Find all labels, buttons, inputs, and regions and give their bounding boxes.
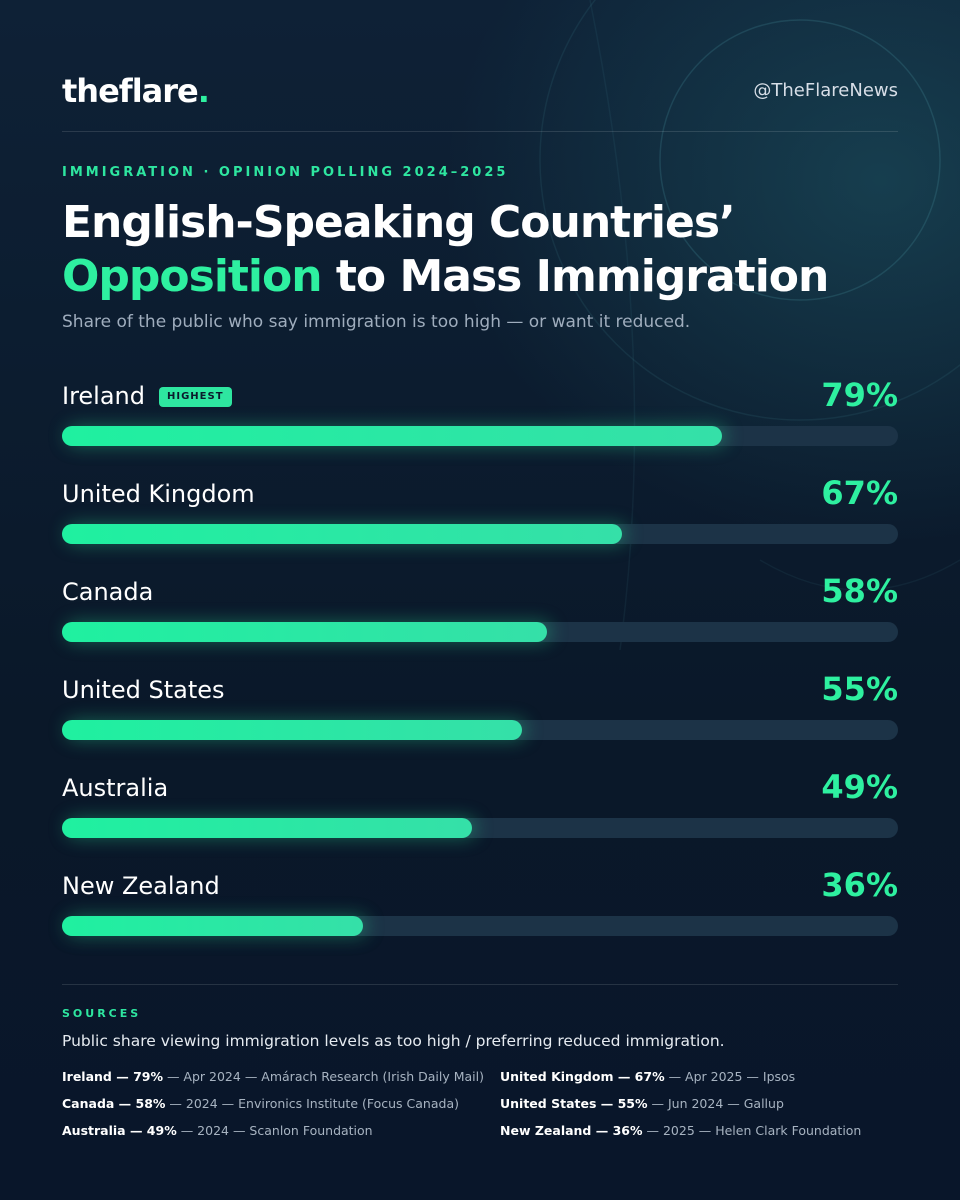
chart-subtitle: Share of the public who say immigration … bbox=[62, 312, 691, 332]
bar bbox=[62, 916, 363, 936]
brand-logo: theflare. bbox=[62, 72, 210, 110]
bar-label: Australia bbox=[62, 774, 169, 802]
bar-value-label: 55% bbox=[821, 670, 898, 708]
header: theflare. @TheFlareNews bbox=[62, 70, 898, 114]
bar-value-label: 49% bbox=[821, 768, 898, 806]
sources-list: Ireland — 79% — Apr 2024 — Amárach Resea… bbox=[62, 1069, 898, 1149]
bar-chart: Ireland HIGHEST 79% United Kingdom 67% Canada… bbox=[62, 370, 898, 958]
source-item-key: Canada — 58% bbox=[62, 1096, 166, 1111]
sources-title: SOURCES bbox=[62, 1007, 142, 1020]
bar bbox=[62, 426, 722, 446]
bar-track bbox=[62, 426, 898, 446]
bar-label: Canada bbox=[62, 578, 154, 606]
bar bbox=[62, 818, 472, 838]
social-handle: @TheFlareNews bbox=[753, 80, 898, 101]
chart-title: English-Speaking Countries’ Opposition t… bbox=[62, 196, 898, 304]
title-line-1: English-Speaking Countries’ bbox=[62, 197, 736, 248]
infographic: theflare. @TheFlareNews IMMIGRATION · OP… bbox=[62, 0, 898, 1200]
bar-value-label: 58% bbox=[821, 572, 898, 610]
bar-label: Ireland bbox=[62, 382, 146, 410]
bar bbox=[62, 524, 622, 544]
bar-track bbox=[62, 720, 898, 740]
bar-row: Ireland HIGHEST 79% bbox=[62, 370, 898, 468]
bar-label: New Zealand bbox=[62, 872, 220, 900]
source-item-detail: — Jun 2024 — Gallup bbox=[647, 1096, 784, 1111]
bar-track bbox=[62, 916, 898, 936]
source-item-key: United Kingdom — 67% bbox=[500, 1069, 665, 1084]
bar-track bbox=[62, 818, 898, 838]
bar-track bbox=[62, 622, 898, 642]
divider bbox=[62, 984, 898, 985]
title-accent: Opposition bbox=[62, 251, 323, 302]
title-rest: to Mass Immigration bbox=[321, 251, 829, 302]
bar-value-label: 36% bbox=[821, 866, 898, 904]
bar-track bbox=[62, 524, 898, 544]
source-item: Canada — 58% — 2024 — Environics Institu… bbox=[62, 1096, 459, 1111]
bar-row: United States 55% bbox=[62, 664, 898, 762]
source-item-key: Ireland — 79% bbox=[62, 1069, 163, 1084]
source-item: New Zealand — 36% — 2025 — Helen Clark F… bbox=[500, 1123, 861, 1138]
source-item-key: United States — 55% bbox=[500, 1096, 648, 1111]
source-item-detail: — 2025 — Helen Clark Foundation bbox=[642, 1123, 862, 1138]
source-item-detail: — 2024 — Environics Institute (Focus Can… bbox=[165, 1096, 459, 1111]
bar-label: United Kingdom bbox=[62, 480, 255, 508]
source-item-detail: — 2024 — Scanlon Foundation bbox=[176, 1123, 373, 1138]
bar-row: Australia 49% bbox=[62, 762, 898, 860]
sources-note: Public share viewing immigration levels … bbox=[62, 1032, 725, 1050]
bar-value-label: 79% bbox=[821, 376, 898, 414]
title-line-2: Opposition to Mass Immigration bbox=[62, 250, 898, 304]
bar-label: United States bbox=[62, 676, 225, 704]
source-item-detail: — Apr 2024 — Amárach Research (Irish Dai… bbox=[162, 1069, 485, 1084]
bar-row: United Kingdom 67% bbox=[62, 468, 898, 566]
bar-value-label: 67% bbox=[821, 474, 898, 512]
source-item: Australia — 49% — 2024 — Scanlon Foundat… bbox=[62, 1123, 373, 1138]
source-item: United Kingdom — 67% — Apr 2025 — Ipsos bbox=[500, 1069, 795, 1084]
bar-row: Canada 58% bbox=[62, 566, 898, 664]
highest-badge: HIGHEST bbox=[159, 387, 232, 407]
source-item-detail: — Apr 2025 — Ipsos bbox=[664, 1069, 796, 1084]
source-item: United States — 55% — Jun 2024 — Gallup bbox=[500, 1096, 784, 1111]
bar bbox=[62, 622, 547, 642]
source-item-key: Australia — 49% bbox=[62, 1123, 177, 1138]
bar-row: New Zealand 36% bbox=[62, 860, 898, 958]
divider bbox=[62, 131, 898, 132]
bar bbox=[62, 720, 522, 740]
source-item: Ireland — 79% — Apr 2024 — Amárach Resea… bbox=[62, 1069, 484, 1084]
kicker: IMMIGRATION · OPINION POLLING 2024–2025 bbox=[62, 165, 509, 180]
source-item-key: New Zealand — 36% bbox=[500, 1123, 643, 1138]
